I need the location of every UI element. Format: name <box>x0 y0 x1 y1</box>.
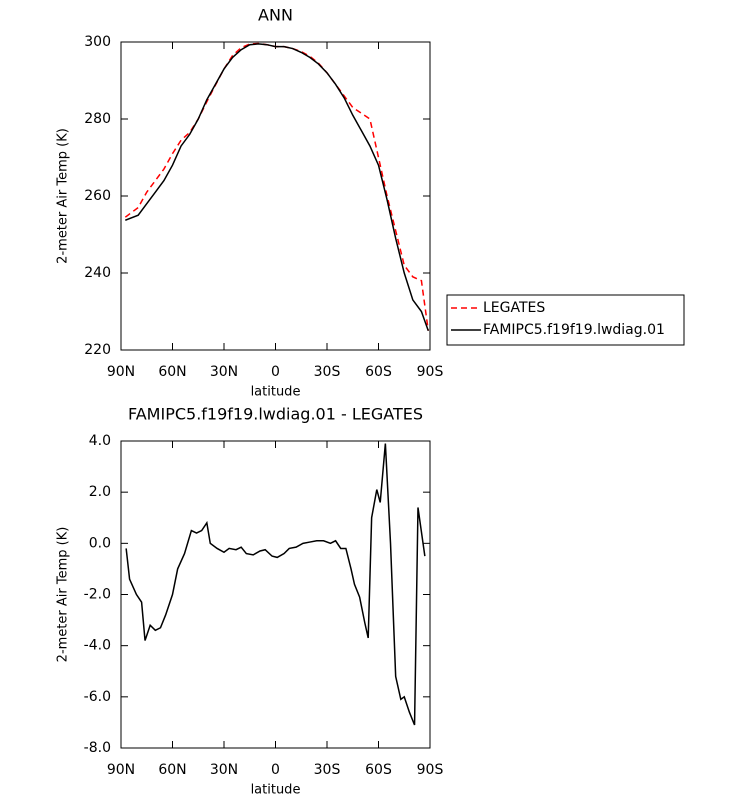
x-tick-label: 60S <box>365 762 392 778</box>
x-tick-label: 0 <box>271 762 280 778</box>
x-axis-title: latitude <box>251 783 301 798</box>
y-axis-title: 2-meter Air Temp (K) <box>56 128 71 264</box>
legend-label: LEGATES <box>483 300 545 316</box>
y-tick-label: 240 <box>84 265 111 281</box>
y-tick-label: 4.0 <box>89 433 111 449</box>
x-tick-label: 30N <box>210 762 238 778</box>
line <box>124 42 430 331</box>
y-tick-label: 0.0 <box>89 535 111 551</box>
x-axis-title: latitude <box>251 385 301 400</box>
x-tick-label: 60N <box>158 762 186 778</box>
y-tick-label: -8.0 <box>84 740 111 756</box>
y-tick-label: 300 <box>84 34 111 50</box>
y-tick-label: 260 <box>84 188 111 204</box>
chart-title: ANN <box>258 6 293 25</box>
x-tick-label: 60S <box>365 364 392 380</box>
y-tick-label: -2.0 <box>84 587 111 603</box>
legend-label: FAMIPC5.f19f19.lwdiag.01 <box>483 322 665 338</box>
y-tick-label: 280 <box>84 111 111 127</box>
y-axis-title: 2-meter Air Temp (K) <box>56 527 71 663</box>
x-tick-label: 90N <box>107 762 135 778</box>
plot-frame <box>120 440 431 749</box>
x-tick-label: 0 <box>271 364 280 380</box>
plot-frame <box>120 41 431 351</box>
x-tick-label: 60N <box>158 364 186 380</box>
chart-title: FAMIPC5.f19f19.lwdiag.01 - LEGATES <box>128 405 423 424</box>
x-tick-label: 30N <box>210 364 238 380</box>
line <box>125 443 426 726</box>
y-tick-label: -6.0 <box>84 689 111 705</box>
y-tick-label: -4.0 <box>84 638 111 654</box>
x-tick-label: 90N <box>107 364 135 380</box>
x-tick-label: 30S <box>314 364 341 380</box>
y-tick-label: 220 <box>84 342 111 358</box>
legend-box <box>446 294 685 346</box>
x-tick-label: 30S <box>314 762 341 778</box>
y-tick-label: 2.0 <box>89 484 111 500</box>
line <box>125 43 429 332</box>
x-tick-label: 90S <box>417 762 444 778</box>
x-tick-label: 90S <box>417 364 444 380</box>
